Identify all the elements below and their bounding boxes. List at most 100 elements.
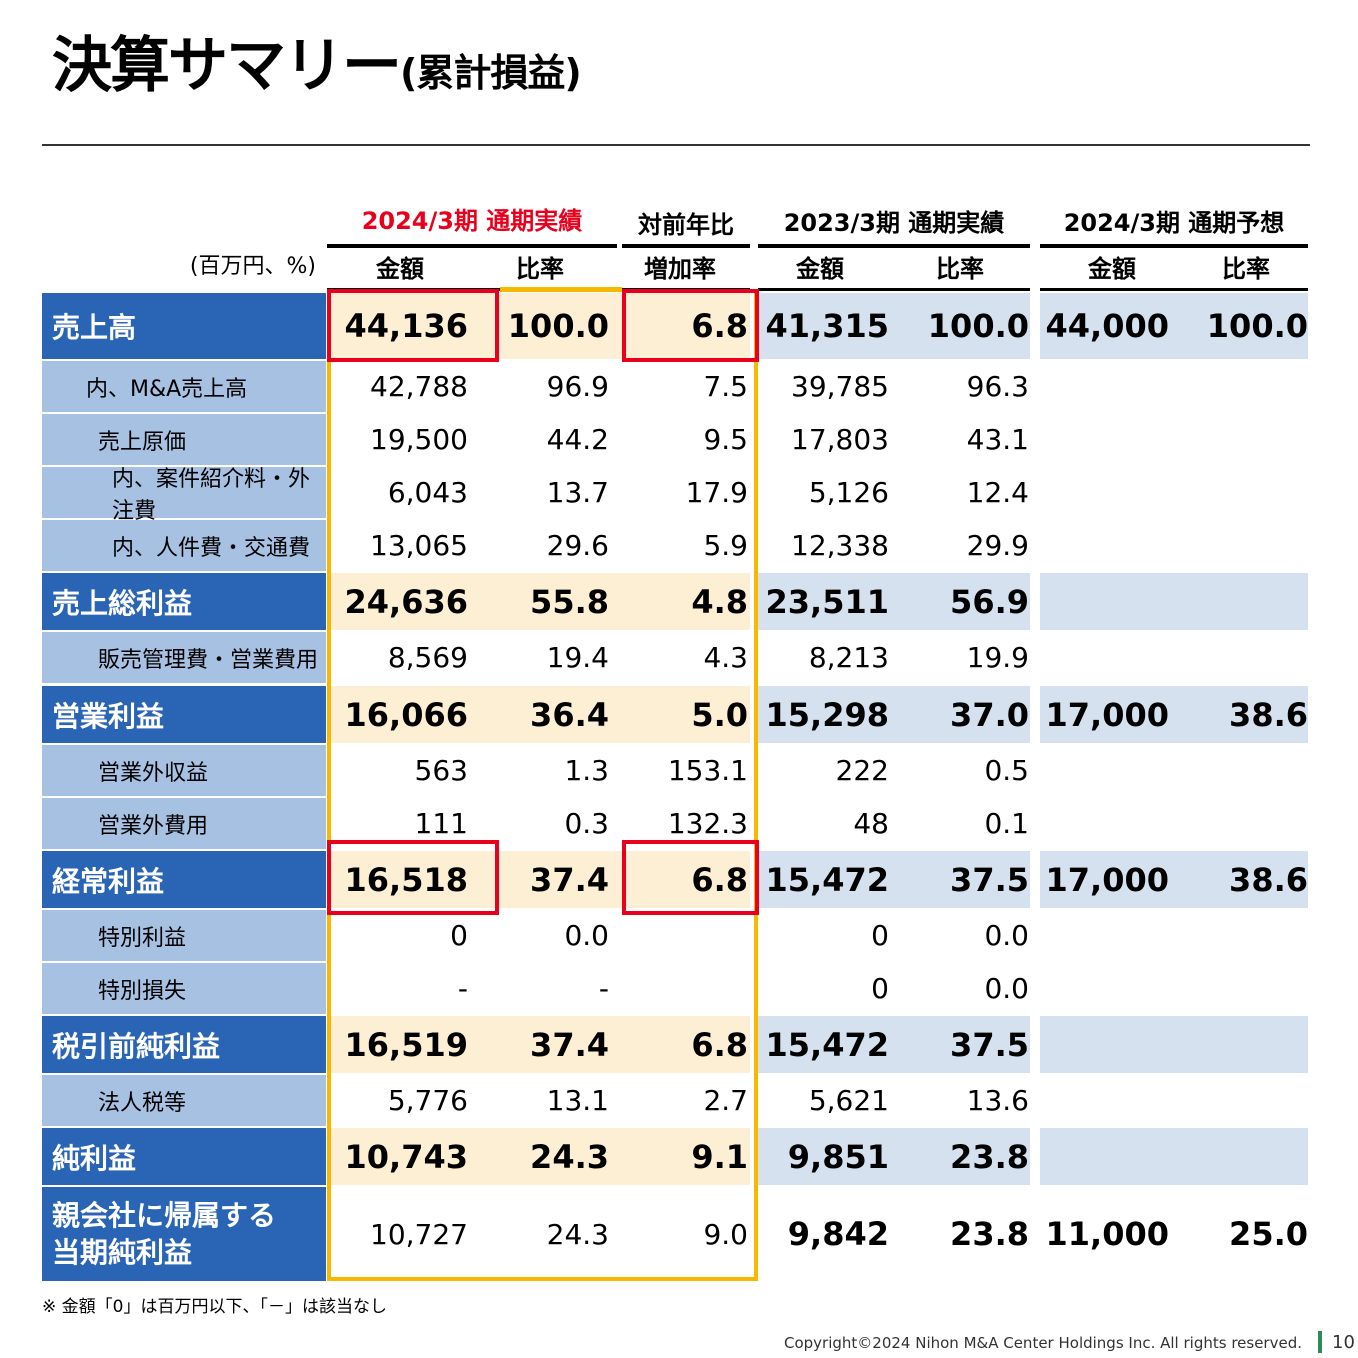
cell-cur-r: 13.7 — [546, 476, 609, 509]
cell-prev: 0 — [871, 919, 889, 952]
cell-fc — [1039, 1075, 1169, 1126]
cell-cur: 16,518 — [344, 860, 468, 899]
red-highlight-box — [622, 840, 759, 915]
copyright: Copyright©2024 Nihon M&A Center Holdings… — [783, 1334, 1302, 1352]
cell-prev: 15,472 — [765, 860, 889, 899]
cell-cur: 16,066 — [344, 695, 468, 734]
cell-prev-r: 0.0 — [984, 919, 1029, 952]
cell-prev: 8,213 — [808, 641, 889, 674]
row-label: 売上原価 — [42, 414, 326, 465]
cell-yoy: 2.7 — [703, 1084, 748, 1117]
cell-yoy: 132.3 — [667, 807, 748, 840]
cell-cur-r: 55.8 — [530, 582, 609, 621]
cell-fc: 44,000 — [1045, 307, 1169, 345]
cell-cur-r: 100.0 — [507, 307, 609, 345]
cell-prev: 9,851 — [787, 1137, 889, 1176]
cell-yoy: 17.9 — [685, 476, 748, 509]
cell-fc: 17,000 — [1045, 860, 1169, 899]
row-highlight-forecast — [1040, 293, 1308, 359]
gold-header-strip — [500, 287, 622, 292]
subhdr-yoy-rate: 増加率 — [644, 255, 716, 283]
cell-yoy: 153.1 — [667, 754, 748, 787]
subhdr-prev-line — [758, 288, 1030, 291]
row-label: 内、M&A売上高 — [42, 361, 326, 412]
subhdr-prev-ratio: 比率 — [936, 255, 984, 283]
row-highlight-current — [331, 1016, 750, 1073]
row-highlight-forecast — [1040, 851, 1308, 908]
cell-cur-r: 44.2 — [546, 423, 609, 456]
page-title: 決算サマリー(累計損益) — [52, 31, 582, 101]
row-label: 特別利益 — [42, 910, 326, 961]
cell-cur-r: 36.4 — [530, 695, 609, 734]
cell-fc-r — [1178, 414, 1308, 465]
cell-fc — [1039, 1016, 1169, 1073]
row-label: 内、案件紹介料・外注費 — [42, 467, 326, 524]
page-number: 10 — [1332, 1332, 1355, 1353]
row-label: 営業外費用 — [42, 798, 326, 849]
cell-prev: 41,315 — [765, 307, 889, 345]
row-highlight-current — [331, 686, 750, 743]
cell-fc — [1039, 361, 1169, 412]
cell-prev: 48 — [853, 807, 889, 840]
group-forecast: 2024/3期 通期予想 — [1063, 209, 1285, 237]
cell-prev: 17,803 — [791, 423, 889, 456]
cell-prev: 9,842 — [787, 1215, 889, 1253]
cell-cur-r: 37.4 — [530, 1025, 609, 1064]
cell-fc — [1039, 963, 1169, 1014]
row-label: 販売管理費・営業費用 — [42, 632, 326, 683]
cell-fc-r — [1178, 910, 1308, 961]
cell-cur-r: 29.6 — [546, 529, 609, 562]
cell-prev-r: 37.5 — [950, 1025, 1029, 1064]
row-label: 営業利益 — [42, 686, 326, 743]
cell-yoy: 6.8 — [691, 307, 748, 345]
cell-yoy: 9.0 — [703, 1217, 748, 1251]
row-highlight-prev — [758, 851, 1030, 908]
cell-prev-r: 29.9 — [966, 529, 1029, 562]
cell-prev-r: 23.8 — [950, 1215, 1029, 1253]
cell-cur-r: - — [598, 972, 609, 1005]
cell-fc — [1039, 414, 1169, 465]
cell-fc-r — [1178, 520, 1308, 571]
row-label: 売上高 — [42, 293, 326, 359]
row-highlight-prev — [758, 1016, 1030, 1073]
cell-prev-r: 43.1 — [966, 423, 1029, 456]
cell-prev-r: 56.9 — [950, 582, 1029, 621]
cell-prev-r: 96.3 — [966, 370, 1029, 403]
cell-prev: 39,785 — [791, 370, 889, 403]
cell-prev: 0 — [871, 972, 889, 1005]
cell-cur-r: 13.1 — [546, 1084, 609, 1117]
cell-cur: 19,500 — [370, 423, 468, 456]
cell-yoy: 9.5 — [703, 423, 748, 456]
row-label: 法人税等 — [42, 1075, 326, 1126]
cell-cur: 24,636 — [344, 582, 468, 621]
cell-fc — [1039, 573, 1169, 630]
cell-yoy: 7.5 — [703, 370, 748, 403]
cell-prev-r: 23.8 — [950, 1137, 1029, 1176]
cell-cur-r: 1.3 — [564, 754, 609, 787]
row-label: 経常利益 — [42, 851, 326, 908]
row-highlight-prev — [758, 293, 1030, 359]
subhdr-forecast-line — [1040, 288, 1308, 291]
cell-cur-r: 0.0 — [564, 919, 609, 952]
cell-fc-r — [1178, 798, 1308, 849]
cell-cur: 0 — [450, 919, 468, 952]
cell-prev: 15,298 — [765, 695, 889, 734]
title-divider — [42, 144, 1310, 146]
cell-prev-r: 13.6 — [966, 1084, 1029, 1117]
cell-cur: - — [457, 972, 468, 1005]
group-current: 2024/3期 通期実績 — [361, 207, 583, 235]
cell-prev-r: 0.1 — [984, 807, 1029, 840]
group-yoy-line — [622, 244, 750, 248]
red-highlight-box — [327, 289, 499, 362]
cell-prev: 23,511 — [765, 582, 889, 621]
cell-prev: 5,621 — [808, 1084, 889, 1117]
page-number-bar — [1318, 1331, 1322, 1353]
cell-prev: 12,338 — [791, 529, 889, 562]
row-highlight-prev — [758, 573, 1030, 630]
cell-fc — [1039, 632, 1169, 683]
subhdr-fc-amount: 金額 — [1088, 255, 1136, 283]
cell-cur: 10,743 — [344, 1137, 468, 1176]
row-label: 税引前純利益 — [42, 1016, 326, 1073]
subhdr-cur-amount: 金額 — [376, 255, 424, 283]
row-highlight-forecast — [1040, 1016, 1308, 1073]
